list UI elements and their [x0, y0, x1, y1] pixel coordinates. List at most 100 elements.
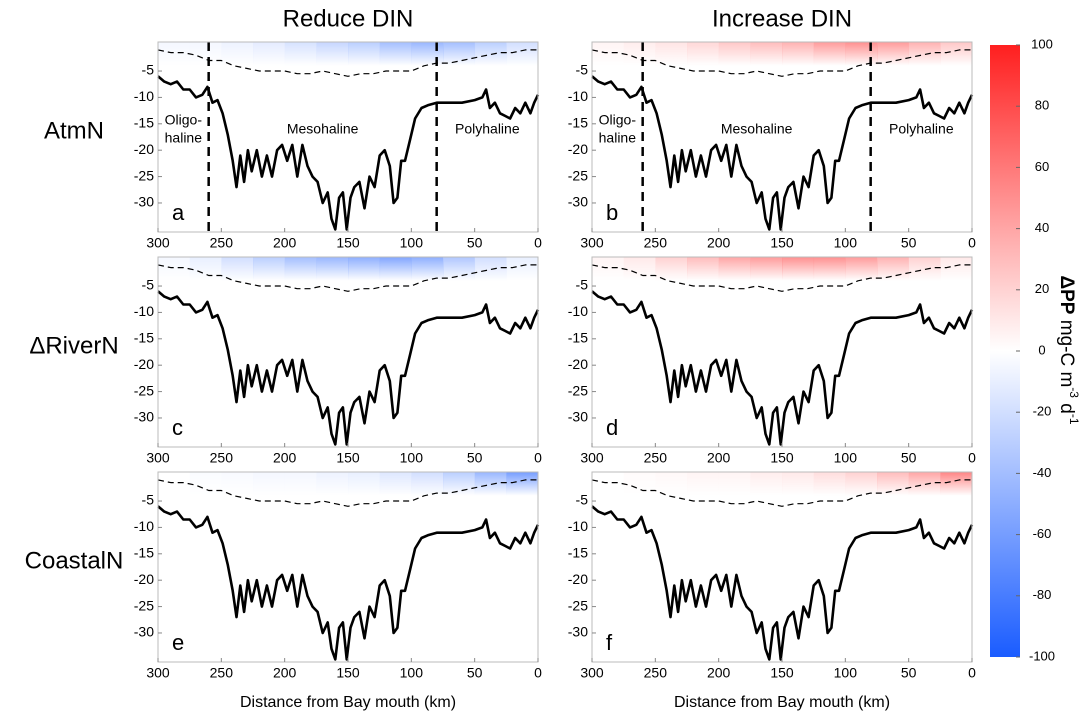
y-tick-label: -20 — [568, 356, 588, 372]
pycnocline-line — [157, 264, 538, 292]
y-tick-label: -25 — [568, 167, 588, 183]
panel-label: c — [172, 415, 183, 440]
axes-frame — [157, 256, 539, 448]
pp-cell — [443, 257, 476, 281]
x-tick-label: 300 — [146, 450, 170, 466]
pp-cell — [158, 472, 191, 496]
x-tick-label: 250 — [210, 450, 234, 466]
pp-cell — [443, 472, 476, 496]
colorbar-label-part: -3 — [1067, 387, 1081, 398]
colorbar-tick-label: -40 — [1033, 465, 1052, 480]
pp-cell — [782, 472, 815, 496]
x-tick-label: 200 — [707, 450, 731, 466]
y-tick-label: -25 — [568, 597, 588, 613]
colorbar-tick-label: 0 — [1038, 342, 1045, 357]
axes-frame — [591, 41, 973, 233]
colorbar-tick-label: 80 — [1035, 98, 1049, 113]
y-tick-label: -10 — [134, 518, 154, 534]
pp-cell — [845, 42, 878, 66]
pp-cell — [506, 257, 539, 281]
x-tick-label: 250 — [644, 665, 668, 681]
pp-cell — [655, 472, 688, 496]
pp-cell — [284, 42, 317, 66]
panel: 300 250 200 150 100 50 0 -5 -10 -15 -20 -25 -30 e — [134, 471, 542, 681]
x-tick-label: 50 — [467, 235, 483, 251]
y-tick-label: -5 — [576, 62, 589, 78]
y-tick-label: -30 — [134, 194, 154, 210]
colorbar-tick-label: 100 — [1031, 36, 1053, 51]
pp-cell — [623, 42, 656, 66]
pp-cell — [718, 472, 751, 496]
colorbar-label-part: -1 — [1067, 414, 1081, 425]
pp-cell — [348, 42, 381, 66]
pp-cell — [221, 42, 254, 66]
pycnocline-line — [157, 49, 538, 77]
pp-cell — [908, 42, 941, 66]
colorbar-label-part: mg-C m — [1056, 314, 1077, 387]
column-title: Reduce DIN — [283, 5, 414, 32]
zone-label: haline — [165, 130, 203, 146]
pp-cell — [158, 257, 191, 281]
x-tick-label: 100 — [834, 235, 858, 251]
x-tick-label: 300 — [580, 450, 604, 466]
x-tick-label: 0 — [534, 235, 542, 251]
colorbar-label-part: ΔPP — [1056, 275, 1077, 314]
x-tick-label: 200 — [273, 450, 297, 466]
pp-cell — [284, 472, 317, 496]
x-tick-label: 0 — [968, 665, 976, 681]
pp-cell — [348, 472, 381, 496]
x-tick-label: 200 — [707, 665, 731, 681]
x-tick-label: 0 — [968, 235, 976, 251]
pp-cell — [379, 42, 412, 66]
pp-cell — [877, 257, 910, 281]
y-tick-label: -20 — [568, 571, 588, 587]
x-tick-label: 50 — [467, 665, 483, 681]
pp-cell — [316, 257, 349, 281]
y-tick-label: -30 — [568, 624, 588, 640]
y-tick-label: -5 — [576, 277, 589, 293]
pp-cell — [813, 42, 846, 66]
x-tick-label: 50 — [467, 450, 483, 466]
zone-label: Polyhaline — [455, 121, 520, 137]
row-label: AtmN — [44, 117, 104, 144]
pp-cell — [592, 42, 625, 66]
y-tick-label: -30 — [568, 194, 588, 210]
y-tick-label: -30 — [134, 409, 154, 425]
pp-cell — [411, 257, 444, 281]
pp-cell — [221, 257, 254, 281]
bottom-line — [591, 505, 974, 661]
pp-cell — [253, 42, 286, 66]
pp-cell — [655, 257, 688, 281]
y-tick-label: -5 — [142, 492, 155, 508]
bottom-line — [157, 75, 540, 231]
bottom-line — [591, 290, 974, 446]
pp-cell — [813, 257, 846, 281]
axes-frame — [157, 41, 539, 233]
pp-cell — [813, 472, 846, 496]
x-tick-label: 300 — [146, 665, 170, 681]
y-tick-label: -25 — [134, 597, 154, 613]
y-tick-label: -15 — [134, 545, 154, 561]
pp-cell — [623, 257, 656, 281]
bottom-line — [591, 75, 974, 231]
pp-cell — [940, 257, 973, 281]
y-tick-label: -25 — [134, 167, 154, 183]
pp-cell — [474, 472, 507, 496]
bottom-line — [157, 290, 540, 446]
y-tick-label: -15 — [134, 115, 154, 131]
y-tick-label: -10 — [568, 518, 588, 534]
y-tick-label: -20 — [134, 141, 154, 157]
pp-cell — [253, 257, 286, 281]
y-tick-label: -25 — [568, 382, 588, 398]
pp-cell — [845, 472, 878, 496]
pp-cell — [655, 42, 688, 66]
colorbar-tick-label: 20 — [1035, 281, 1049, 296]
pp-cell — [189, 472, 222, 496]
panel-label: e — [172, 630, 184, 655]
axes-frame — [157, 471, 539, 663]
zone-label: Mesohaline — [721, 121, 793, 137]
zone-label: haline — [599, 130, 637, 146]
pp-cell — [687, 257, 720, 281]
